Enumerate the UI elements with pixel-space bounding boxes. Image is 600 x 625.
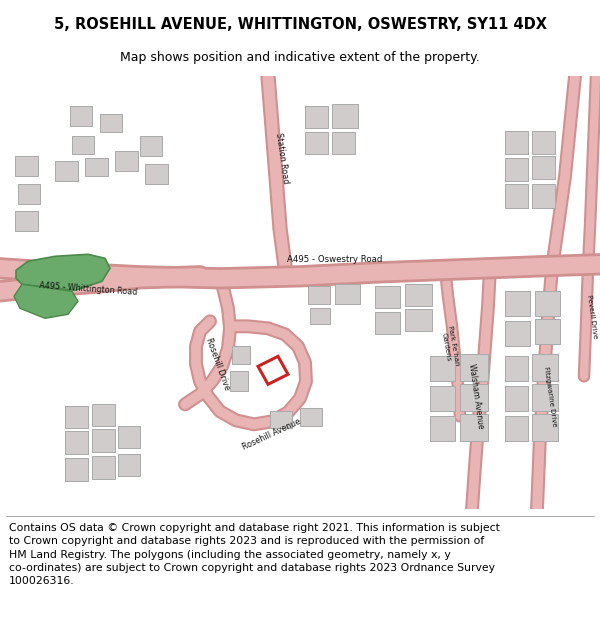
- Polygon shape: [305, 132, 328, 154]
- Polygon shape: [405, 284, 432, 306]
- Polygon shape: [92, 404, 115, 426]
- Polygon shape: [430, 416, 455, 441]
- Polygon shape: [16, 254, 110, 290]
- Polygon shape: [92, 456, 115, 479]
- Text: Station Road: Station Road: [274, 132, 290, 184]
- Polygon shape: [18, 184, 40, 204]
- Text: Rosehill Drive: Rosehill Drive: [205, 337, 232, 392]
- Text: A495 - Oswestry Road: A495 - Oswestry Road: [287, 255, 383, 264]
- Polygon shape: [115, 151, 138, 171]
- Polygon shape: [85, 158, 108, 176]
- Text: 5, ROSEHILL AVENUE, WHITTINGTON, OSWESTRY, SY11 4DX: 5, ROSEHILL AVENUE, WHITTINGTON, OSWESTR…: [53, 17, 547, 32]
- Polygon shape: [332, 132, 355, 154]
- Polygon shape: [15, 211, 38, 231]
- Polygon shape: [505, 291, 530, 316]
- Polygon shape: [14, 284, 78, 318]
- Polygon shape: [535, 319, 560, 344]
- Polygon shape: [70, 106, 92, 126]
- Polygon shape: [532, 414, 558, 441]
- Text: Rosehill Avenue: Rosehill Avenue: [241, 417, 302, 452]
- Text: Walsham Avenue: Walsham Avenue: [467, 363, 485, 429]
- Polygon shape: [100, 114, 122, 132]
- Text: Contains OS data © Crown copyright and database right 2021. This information is : Contains OS data © Crown copyright and d…: [9, 523, 500, 586]
- Polygon shape: [532, 156, 555, 179]
- Polygon shape: [300, 408, 322, 426]
- Polygon shape: [270, 411, 292, 428]
- Text: Park Fe’han
Gardens: Park Fe’han Gardens: [440, 325, 460, 368]
- Polygon shape: [145, 164, 168, 184]
- Polygon shape: [430, 386, 455, 411]
- Polygon shape: [55, 161, 78, 181]
- Polygon shape: [92, 429, 115, 452]
- Polygon shape: [405, 309, 432, 331]
- Polygon shape: [460, 354, 488, 381]
- Polygon shape: [118, 454, 140, 476]
- Polygon shape: [65, 431, 88, 454]
- Polygon shape: [505, 321, 530, 346]
- Polygon shape: [430, 356, 455, 381]
- Text: Fitzgwarine Drive: Fitzgwarine Drive: [543, 366, 557, 427]
- Polygon shape: [310, 308, 330, 324]
- Polygon shape: [505, 356, 528, 381]
- Polygon shape: [15, 156, 38, 176]
- Polygon shape: [375, 312, 400, 334]
- Polygon shape: [375, 286, 400, 308]
- Polygon shape: [118, 426, 140, 448]
- Polygon shape: [505, 184, 528, 208]
- Polygon shape: [505, 416, 528, 441]
- Polygon shape: [532, 384, 558, 411]
- Polygon shape: [535, 291, 560, 316]
- Polygon shape: [505, 158, 528, 181]
- Polygon shape: [505, 386, 528, 411]
- Polygon shape: [532, 184, 555, 208]
- Polygon shape: [460, 414, 488, 441]
- Polygon shape: [65, 458, 88, 481]
- Polygon shape: [460, 384, 488, 411]
- Polygon shape: [532, 354, 558, 381]
- Text: A495 - Whittington Road: A495 - Whittington Road: [38, 281, 137, 298]
- Polygon shape: [72, 136, 94, 154]
- Polygon shape: [140, 136, 162, 156]
- Polygon shape: [305, 106, 328, 128]
- Polygon shape: [308, 286, 330, 304]
- Polygon shape: [332, 104, 358, 128]
- Text: Map shows position and indicative extent of the property.: Map shows position and indicative extent…: [120, 51, 480, 64]
- Polygon shape: [232, 346, 250, 364]
- Text: Peveril Drive: Peveril Drive: [586, 294, 598, 339]
- Polygon shape: [532, 131, 555, 154]
- Polygon shape: [65, 406, 88, 428]
- Polygon shape: [505, 131, 528, 154]
- Polygon shape: [335, 284, 360, 304]
- Polygon shape: [230, 371, 248, 391]
